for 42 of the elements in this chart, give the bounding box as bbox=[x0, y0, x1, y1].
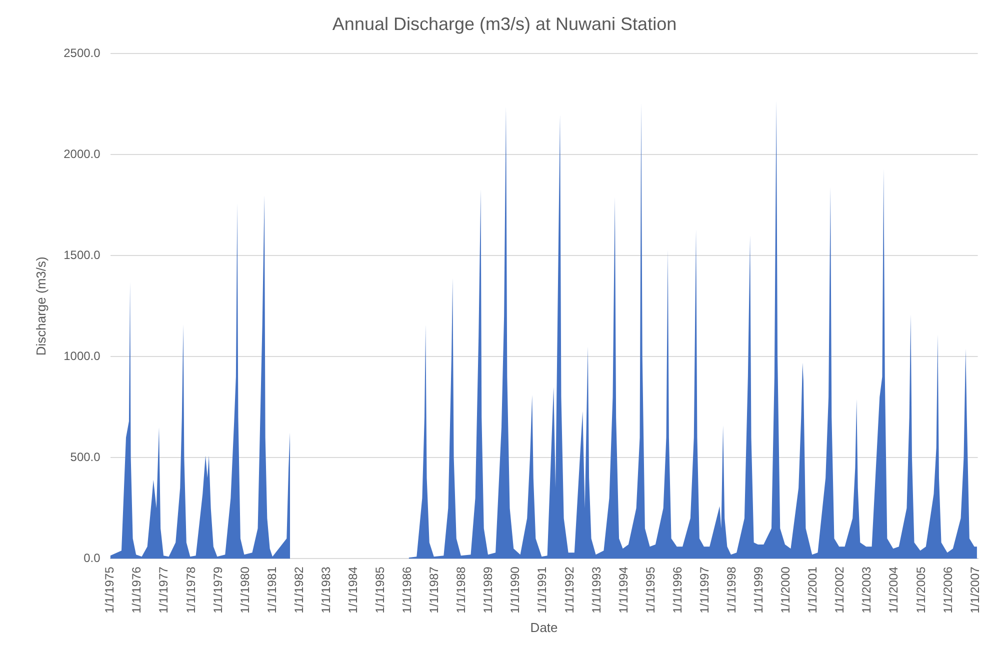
y-axis-title: Discharge (m3/s) bbox=[33, 256, 48, 356]
x-tick-label: 1/1/1994 bbox=[616, 566, 630, 614]
x-tick-label: 1/1/1996 bbox=[670, 566, 684, 614]
x-tick-label: 1/1/1978 bbox=[184, 566, 198, 614]
x-tick-label: 1/1/1980 bbox=[238, 566, 252, 614]
y-tick-label: 1500.0 bbox=[64, 248, 101, 262]
x-tick-label: 1/1/1977 bbox=[156, 566, 171, 614]
x-tick-label: 1/1/2004 bbox=[886, 566, 901, 614]
x-tick-label: 1/1/1997 bbox=[698, 566, 712, 614]
x-tick-label: 1/1/1999 bbox=[752, 566, 766, 614]
x-tick-label: 1/1/1986 bbox=[400, 566, 414, 614]
x-tick-label: 1/1/1991 bbox=[535, 566, 550, 614]
x-tick-label: 1/1/1982 bbox=[292, 566, 306, 614]
x-tick-label: 1/1/1984 bbox=[346, 566, 360, 614]
x-tick-label: 1/1/2000 bbox=[778, 566, 793, 614]
x-tick-label: 1/1/1993 bbox=[589, 566, 604, 614]
y-tick-label: 0.0 bbox=[84, 551, 101, 565]
y-tick-label: 500.0 bbox=[70, 450, 101, 464]
x-tick-label: 1/1/1976 bbox=[130, 566, 144, 614]
x-tick-label: 1/1/1998 bbox=[724, 566, 739, 614]
chart-title: Annual Discharge (m3/s) at Nuwani Station bbox=[332, 14, 677, 34]
x-tick-label: 1/1/2005 bbox=[914, 566, 928, 614]
x-tick-label: 1/1/1988 bbox=[454, 566, 468, 614]
x-tick-label: 1/1/2006 bbox=[940, 566, 955, 614]
y-tick-label: 1000.0 bbox=[64, 348, 101, 363]
y-tick-label: 2500.0 bbox=[64, 46, 101, 60]
x-tick-label: 1/1/2003 bbox=[860, 566, 874, 614]
x-tick-label: 1/1/2007 bbox=[968, 566, 982, 614]
x-tick-label: 1/1/1975 bbox=[102, 566, 117, 614]
x-tick-label: 1/1/1995 bbox=[643, 566, 658, 614]
x-tick-label: 1/1/2002 bbox=[832, 566, 847, 614]
x-tick-label: 1/1/2001 bbox=[806, 566, 820, 614]
x-tick-label: 1/1/1992 bbox=[562, 566, 576, 614]
x-tick-label: 1/1/1987 bbox=[427, 566, 442, 614]
x-tick-label: 1/1/1979 bbox=[210, 566, 225, 614]
x-tick-label: 1/1/1981 bbox=[264, 566, 279, 614]
x-tick-label: 1/1/1983 bbox=[318, 566, 333, 614]
x-tick-label: 1/1/1989 bbox=[481, 566, 496, 614]
x-tick-label: 1/1/1985 bbox=[373, 566, 388, 614]
y-tick-label: 2000.0 bbox=[64, 146, 101, 161]
x-axis-title: Date bbox=[530, 620, 558, 635]
x-tick-label: 1/1/1990 bbox=[508, 566, 522, 614]
